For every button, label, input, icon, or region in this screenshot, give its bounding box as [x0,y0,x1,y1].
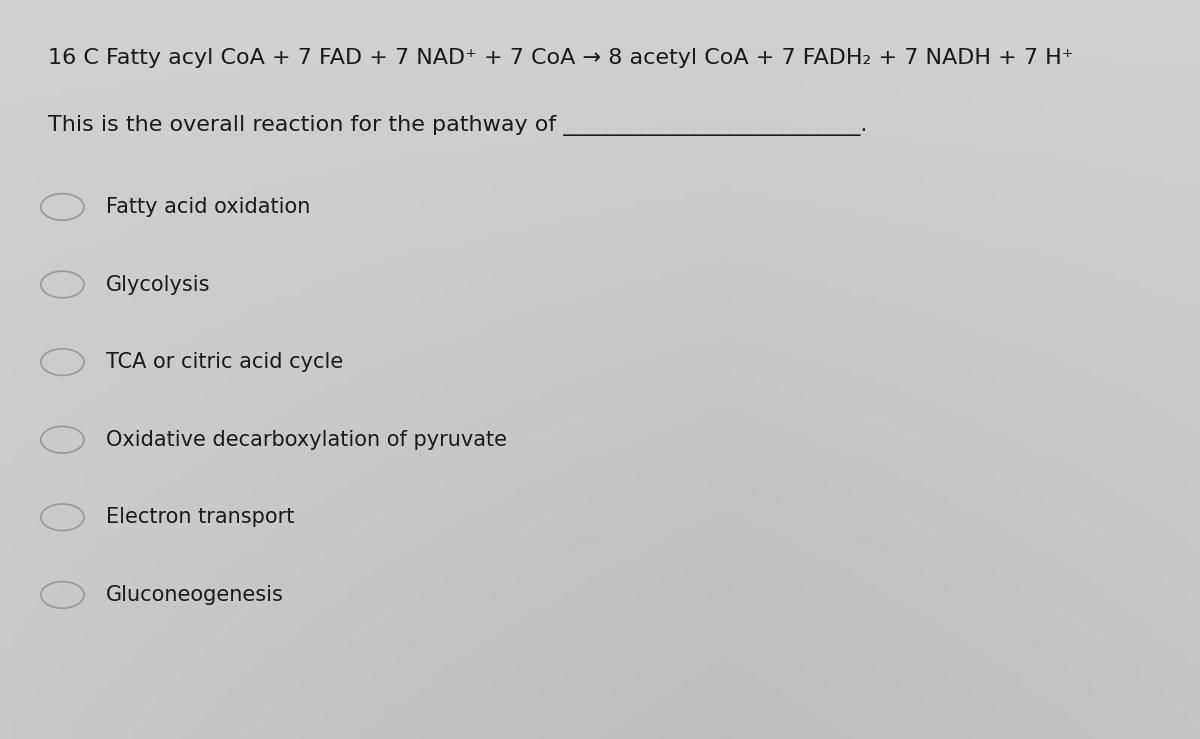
Text: Electron transport: Electron transport [106,507,294,528]
Text: Gluconeogenesis: Gluconeogenesis [106,585,283,605]
Text: Glycolysis: Glycolysis [106,274,210,295]
Text: Fatty acid oxidation: Fatty acid oxidation [106,197,310,217]
Text: TCA or citric acid cycle: TCA or citric acid cycle [106,352,343,372]
Text: This is the overall reaction for the pathway of ___________________________.: This is the overall reaction for the pat… [48,115,868,135]
Text: Oxidative decarboxylation of pyruvate: Oxidative decarboxylation of pyruvate [106,429,506,450]
Text: 16 C Fatty acyl CoA + 7 FAD + 7 NAD⁺ + 7 CoA → 8 acetyl CoA + 7 FADH₂ + 7 NADH +: 16 C Fatty acyl CoA + 7 FAD + 7 NAD⁺ + 7… [48,48,1074,68]
